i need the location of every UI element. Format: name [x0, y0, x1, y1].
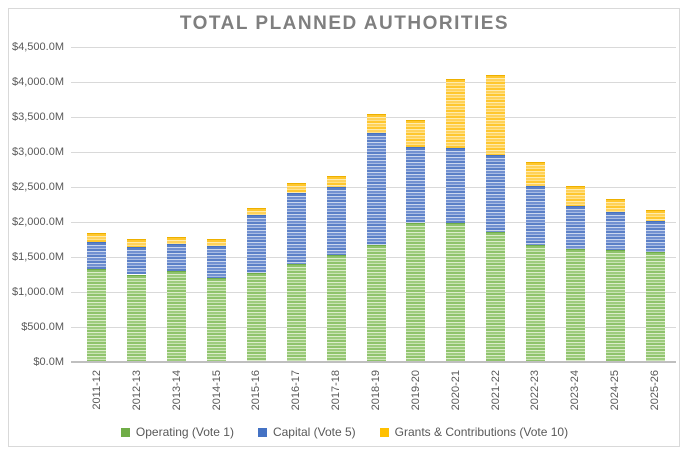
x-axis-label-2016-17: 2016-17: [290, 370, 303, 411]
bar-segment-2013-14-capital: [167, 244, 187, 271]
x-axis-label-2014-15: 2014-15: [210, 370, 223, 411]
bar-segment-2012-13-capital: [127, 246, 147, 275]
x-axis-label-2019-20: 2019-20: [409, 370, 422, 411]
operating-swatch-icon: [120, 427, 130, 437]
x-axis-label-2017-18: 2017-18: [330, 370, 343, 411]
legend-label-capital: Capital (Vote 5): [272, 425, 356, 439]
gridline: [71, 81, 676, 83]
y-axis-label: $3,500.0M: [12, 111, 64, 123]
bar-segment-2014-15-capital: [207, 246, 227, 278]
grants-swatch-icon: [379, 427, 389, 437]
y-axis-label: $3,000.0M: [12, 146, 64, 158]
legend-item-capital: Capital (Vote 5): [257, 425, 356, 439]
bar-segment-2017-18-operating: [326, 254, 346, 362]
x-axis-label-2024-25: 2024-25: [609, 370, 622, 411]
x-axis-label-2025-26: 2025-26: [649, 370, 662, 411]
bar-segment-2024-25-grants: [605, 199, 625, 212]
bar-segment-2013-14-operating: [167, 271, 187, 362]
bar-segment-2015-16-capital: [246, 215, 266, 273]
x-axis-label-2021-22: 2021-22: [489, 370, 502, 411]
y-axis-label: $0.0M: [33, 356, 64, 368]
x-axis-label-2011-12: 2011-12: [90, 370, 103, 410]
bar-segment-2023-24-grants: [565, 185, 585, 206]
y-axis-label: $1,000.0M: [12, 286, 64, 298]
chart-title: TOTAL PLANNED AUTHORITIES: [179, 13, 510, 34]
y-axis-label: $500.0M: [21, 321, 64, 333]
x-axis-label-2015-16: 2015-16: [250, 370, 263, 411]
bar-segment-2020-21-grants: [446, 78, 466, 148]
bar-segment-2024-25-capital: [605, 211, 625, 250]
bar-segment-2022-23-grants: [525, 161, 545, 186]
bar-segment-2011-12-grants: [87, 232, 107, 242]
legend-label-operating: Operating (Vote 1): [135, 425, 234, 439]
bar-segment-2021-22-capital: [486, 155, 506, 232]
bar-segment-2018-19-capital: [366, 133, 386, 246]
gridline: [71, 46, 676, 48]
legend-item-operating: Operating (Vote 1): [120, 425, 234, 439]
bar-segment-2021-22-grants: [486, 74, 506, 156]
bar-segment-2023-24-operating: [565, 249, 585, 362]
legend: Operating (Vote 1) Capital (Vote 5) Gran…: [0, 425, 689, 439]
bar-segment-2021-22-operating: [486, 231, 506, 362]
bar-segment-2016-17-operating: [286, 264, 306, 362]
bar-segment-2012-13-grants: [127, 238, 147, 247]
bar-segment-2023-24-capital: [565, 205, 585, 250]
bar-segment-2015-16-grants: [246, 208, 266, 215]
bar-segment-2022-23-operating: [525, 245, 545, 362]
bar-segment-2016-17-grants: [286, 182, 306, 193]
capital-swatch-icon: [257, 427, 267, 437]
bar-segment-2016-17-capital: [286, 192, 306, 264]
bar-segment-2017-18-grants: [326, 176, 346, 187]
y-axis-label: $2,000.0M: [12, 216, 64, 228]
bar-segment-2019-20-grants: [406, 120, 426, 148]
x-axis-label-2013-14: 2013-14: [170, 370, 183, 411]
bar-segment-2014-15-operating: [207, 278, 227, 362]
bar-segment-2020-21-capital: [446, 147, 466, 224]
x-axis-label-2018-19: 2018-19: [370, 370, 382, 411]
bar-segment-2015-16-operating: [246, 272, 266, 362]
x-axis-label-2022-23: 2022-23: [529, 370, 542, 411]
y-axis-label: $4,000.0M: [12, 76, 64, 88]
bar-segment-2020-21-operating: [446, 223, 466, 362]
bar-segment-2019-20-operating: [406, 223, 426, 362]
bar-segment-2019-20-capital: [406, 147, 426, 224]
bar-segment-2018-19-grants: [366, 113, 386, 134]
bar-segment-2011-12-operating: [87, 268, 107, 362]
bar-segment-2013-14-grants: [167, 237, 187, 245]
bar-segment-2025-26-capital: [645, 220, 665, 253]
y-axis-label: $1,500.0M: [12, 251, 64, 263]
bar-segment-2017-18-capital: [326, 187, 346, 255]
bar-segment-2014-15-grants: [207, 239, 227, 247]
x-axis-label-2012-13: 2012-13: [130, 370, 143, 411]
x-axis-line: [71, 361, 676, 363]
legend-item-grants: Grants & Contributions (Vote 10): [379, 425, 569, 439]
bar-segment-2024-25-operating: [605, 250, 625, 362]
bar-segment-2022-23-capital: [525, 185, 545, 246]
y-axis-label: $4,500.0M: [12, 41, 64, 53]
bar-segment-2011-12-capital: [87, 241, 107, 269]
bar-segment-2025-26-grants: [645, 210, 665, 221]
y-axis-label: $2,500.0M: [12, 181, 64, 193]
bar-segment-2012-13-operating: [127, 274, 147, 362]
legend-label-grants: Grants & Contributions (Vote 10): [394, 425, 569, 439]
bar-segment-2018-19-operating: [366, 245, 386, 362]
x-axis-label-2020-21: 2020-21: [449, 370, 462, 411]
x-axis-label-2023-24: 2023-24: [569, 370, 582, 411]
bar-segment-2025-26-operating: [645, 252, 665, 362]
